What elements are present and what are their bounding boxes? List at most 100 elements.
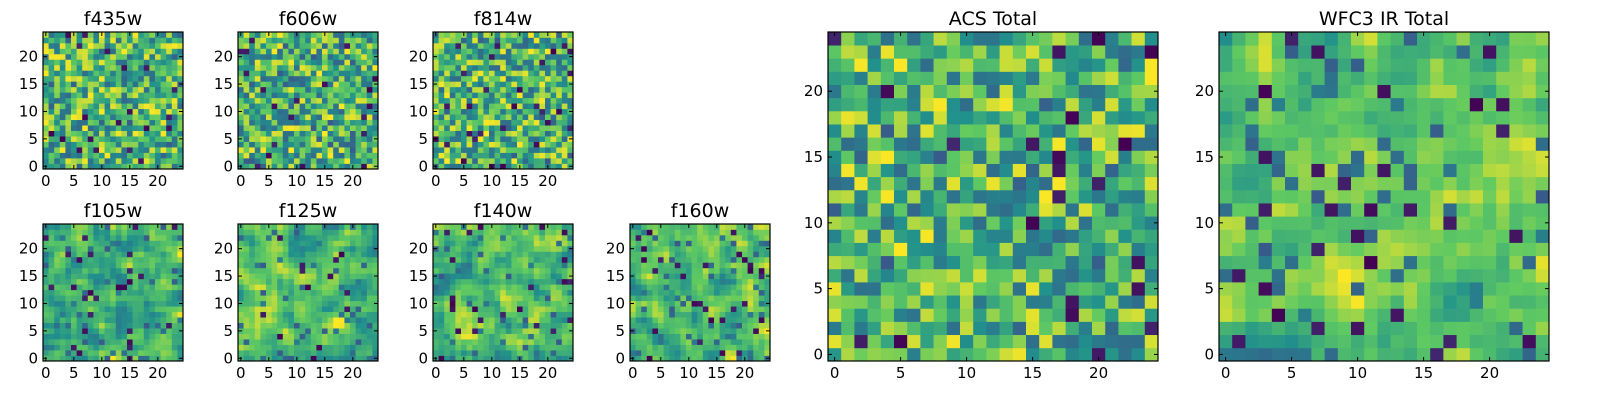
heatmap-cell [249,289,256,296]
heatmap-cell [361,306,368,313]
heatmap-cell [483,317,490,323]
heatmap-cell [561,224,568,230]
heatmap-cell [466,75,473,82]
x-tick-label: 5 [264,172,274,190]
heatmap-cell [686,245,692,252]
heatmap-cell [143,158,150,164]
heatmap-cell [322,262,328,269]
heatmap-cell [472,70,479,77]
heatmap-cell [466,240,473,247]
heatmap-cell [254,273,261,280]
heatmap-cell [322,350,328,356]
heatmap-cell [483,339,490,345]
heatmap-cell [310,344,317,351]
heatmap-cell [350,75,356,82]
heatmap-cell [550,81,557,88]
heatmap-cell [93,108,100,115]
heatmap-cell [59,300,66,307]
heatmap-cell [271,70,278,77]
heatmap-cell [533,289,540,296]
heatmap-cell [127,59,133,66]
heatmap-cell [355,42,362,49]
heatmap-cell [266,300,272,307]
heatmap-cell [880,334,895,349]
heatmap-cell [149,295,156,302]
heatmap-cell [121,147,128,153]
heatmap-cell [674,333,681,340]
heatmap-cell [550,234,557,241]
heatmap-cell [630,256,636,263]
heatmap-cell [93,344,100,351]
heatmap-cell [907,176,921,191]
heatmap-cell [149,86,156,93]
heatmap-cell [266,262,272,269]
heatmap-cell [132,311,139,318]
heatmap-cell [327,59,334,66]
heatmap-cell [550,32,557,38]
panel-title: f435w [84,8,143,30]
heatmap-cell [669,295,676,302]
heatmap-cell [455,273,462,280]
heatmap-cell [455,355,462,362]
heatmap-cell [160,350,167,356]
heatmap-cell [1092,334,1106,349]
heatmap-cell [115,125,122,131]
heatmap-cell [641,350,648,356]
heatmap-cell [266,306,272,313]
heatmap-cell [43,103,49,110]
heatmap-cell [143,64,150,71]
heatmap-cell [132,306,139,313]
heatmap-cell [59,152,66,159]
heatmap-cell [697,355,704,362]
heatmap-cell [500,328,507,334]
heatmap-cell [65,70,72,77]
heatmap-cell [110,251,117,258]
heatmap-cell [366,224,373,230]
heatmap-cell [138,86,145,93]
heatmap-cell [489,64,495,71]
heatmap-cell [561,130,568,137]
heatmap-cell [539,86,546,93]
heatmap-cell [517,114,523,121]
heatmap-cell [65,152,72,159]
heatmap-cell [149,267,156,274]
heatmap-cell [166,240,173,247]
heatmap-cell [561,278,568,285]
heatmap-cell [477,289,484,296]
heatmap-cell [372,125,379,131]
heatmap-cell [104,86,111,93]
heatmap-cell [438,86,445,93]
heatmap-cell [104,344,111,351]
heatmap-cell [48,136,55,142]
heatmap-cell [266,245,272,252]
heatmap-cell [449,108,456,115]
heatmap-cell [299,114,306,121]
heatmap-cell [316,278,323,285]
heatmap-cell [344,86,351,93]
heatmap-cell [517,136,523,142]
heatmap-cell [1065,308,1080,322]
heatmap-cell [249,350,256,356]
heatmap-cell [511,339,518,345]
heatmap-cell [355,130,362,137]
heatmap-cell [82,300,89,307]
heatmap-cell [87,317,94,323]
heatmap-cell [1105,321,1119,336]
heatmap-cell [249,273,256,280]
heatmap-cell [149,300,156,307]
heatmap-cell [350,152,356,159]
heatmap-cell [143,350,150,356]
heatmap-cell [177,224,184,230]
heatmap-cell [641,234,648,241]
heatmap-cell [327,333,334,340]
heatmap-cell [110,53,117,60]
heatmap-cell [254,317,261,323]
heatmap-cell [76,322,83,329]
heatmap-cell [54,119,61,126]
heatmap-cell [166,328,173,334]
heatmap-cell [764,234,771,241]
heatmap-cell [556,306,563,313]
heatmap-cell [160,108,167,115]
heatmap-cell [986,347,1000,362]
